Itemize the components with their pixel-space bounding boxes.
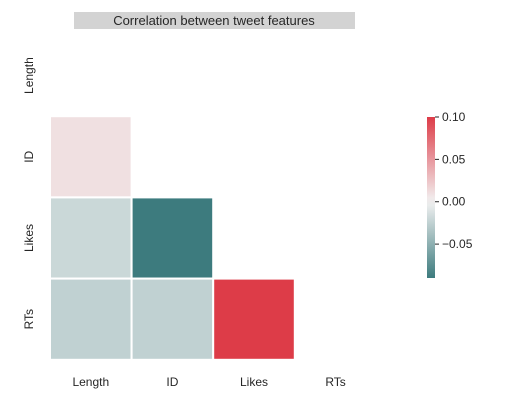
y-tick-label-likes: Likes: [22, 224, 36, 252]
heatmap-cell-likes-length: [49, 196, 133, 280]
heatmap-cell-rts-likes: [212, 277, 296, 361]
colorbar-tick-label: 0.05: [442, 152, 466, 166]
heatmap-cell-id-length: [49, 115, 133, 199]
x-tick-label-length: Length: [72, 375, 109, 389]
heatmap-cell-rts-length: [49, 277, 133, 361]
heatmap-cell-rts-id: [130, 277, 215, 361]
colorbar-gradient: [427, 117, 435, 278]
y-tick-label-length: Length: [22, 57, 36, 94]
y-axis-tick-labels: Length ID Likes RTs: [22, 57, 36, 329]
colorbar: 0.10 0.05 0.00 −0.05: [427, 110, 473, 278]
chart-title: Correlation between tweet features: [113, 13, 315, 28]
x-tick-label-id: ID: [166, 375, 178, 389]
x-tick-label-likes: Likes: [240, 375, 268, 389]
heatmap-cells: [49, 115, 296, 361]
y-tick-label-rts: RTs: [22, 309, 36, 329]
y-tick-label-id: ID: [22, 150, 36, 162]
colorbar-tick-label: 0.10: [442, 110, 466, 124]
chart-title-background: [74, 12, 355, 29]
x-tick-label-rts: RTs: [325, 375, 345, 389]
x-axis-tick-labels: Length ID Likes RTs: [72, 375, 345, 389]
colorbar-tick-label: −0.05: [442, 237, 473, 251]
colorbar-tick-label: 0.00: [442, 195, 466, 209]
heatmap-cell-likes-id: [130, 196, 215, 280]
